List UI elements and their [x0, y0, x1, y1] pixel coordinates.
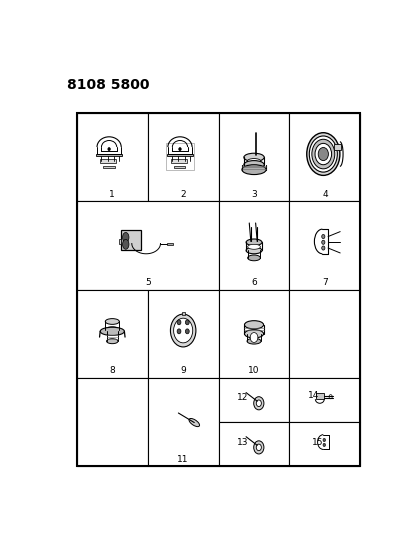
Circle shape	[307, 133, 340, 175]
Bar	[77, 289, 148, 378]
Bar	[77, 113, 360, 466]
Ellipse shape	[248, 255, 261, 261]
Circle shape	[108, 148, 111, 151]
Ellipse shape	[247, 338, 261, 344]
Bar	[289, 378, 360, 422]
Bar	[289, 289, 360, 378]
Text: 2: 2	[180, 190, 186, 199]
Ellipse shape	[105, 327, 119, 333]
Text: 11: 11	[178, 455, 189, 464]
Bar	[219, 378, 289, 422]
Bar	[219, 289, 289, 378]
Bar	[148, 378, 219, 466]
Circle shape	[171, 314, 196, 347]
Bar	[121, 230, 141, 249]
Circle shape	[185, 329, 189, 334]
Circle shape	[323, 438, 326, 442]
Text: 6: 6	[251, 278, 257, 287]
Ellipse shape	[247, 158, 261, 164]
Bar	[119, 239, 121, 244]
Text: 12: 12	[236, 393, 248, 402]
Text: 1: 1	[109, 190, 115, 199]
Text: 3: 3	[251, 190, 257, 199]
Circle shape	[312, 139, 335, 169]
Text: 14: 14	[308, 391, 320, 400]
Circle shape	[322, 235, 325, 239]
Ellipse shape	[122, 232, 129, 243]
Circle shape	[177, 320, 181, 325]
Circle shape	[173, 318, 193, 343]
Circle shape	[323, 443, 326, 447]
Circle shape	[254, 397, 264, 410]
Text: 9: 9	[180, 367, 186, 375]
Bar	[77, 201, 219, 289]
Bar	[148, 113, 219, 201]
Ellipse shape	[106, 339, 118, 344]
Circle shape	[250, 333, 258, 342]
Bar	[289, 113, 360, 201]
Bar	[316, 393, 323, 399]
Text: 13: 13	[236, 438, 248, 447]
Bar	[100, 159, 116, 163]
Ellipse shape	[122, 239, 129, 249]
Ellipse shape	[246, 247, 262, 254]
Bar	[148, 289, 219, 378]
Bar	[171, 159, 187, 163]
Text: 8: 8	[109, 367, 115, 375]
Circle shape	[329, 394, 332, 399]
Bar	[166, 143, 194, 169]
Ellipse shape	[244, 160, 264, 169]
Ellipse shape	[242, 165, 266, 175]
Ellipse shape	[244, 153, 264, 161]
Text: 7: 7	[322, 278, 328, 287]
Text: 4: 4	[322, 190, 328, 199]
Text: 15: 15	[312, 438, 324, 447]
Bar	[96, 154, 122, 156]
Bar	[219, 422, 289, 466]
Bar	[289, 422, 360, 466]
Circle shape	[322, 246, 325, 250]
Circle shape	[179, 148, 181, 151]
Bar	[166, 154, 193, 156]
Circle shape	[256, 400, 261, 407]
Circle shape	[309, 136, 337, 172]
Ellipse shape	[245, 330, 263, 338]
Bar	[219, 113, 289, 201]
Text: 10: 10	[248, 367, 260, 375]
Bar	[219, 201, 289, 289]
Circle shape	[177, 329, 181, 334]
Circle shape	[318, 148, 328, 160]
Bar	[104, 166, 115, 167]
Bar	[182, 312, 185, 315]
Circle shape	[254, 441, 264, 454]
Bar	[335, 144, 341, 150]
Circle shape	[256, 444, 261, 451]
Text: 8108 5800: 8108 5800	[67, 78, 150, 92]
Bar	[289, 201, 360, 289]
Circle shape	[185, 320, 189, 325]
Bar	[174, 166, 185, 167]
Ellipse shape	[246, 239, 262, 246]
Text: 5: 5	[145, 278, 150, 287]
Bar	[167, 243, 173, 245]
Ellipse shape	[245, 321, 263, 329]
Ellipse shape	[100, 327, 125, 335]
Ellipse shape	[189, 418, 200, 426]
Circle shape	[322, 240, 325, 244]
Ellipse shape	[105, 319, 119, 325]
Ellipse shape	[248, 244, 261, 249]
Bar	[77, 113, 148, 201]
Bar	[77, 378, 148, 466]
Circle shape	[315, 143, 332, 165]
